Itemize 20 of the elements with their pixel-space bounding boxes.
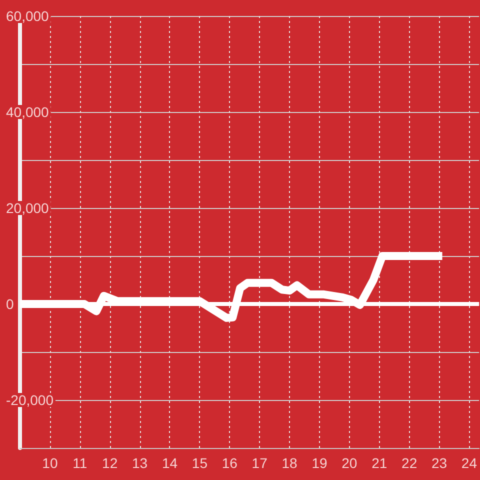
x-tick-label: 17 bbox=[252, 455, 268, 471]
y-tick-label: 60,000 bbox=[6, 8, 50, 24]
x-tick-label: 24 bbox=[461, 455, 478, 471]
y-tick-label: 20,000 bbox=[6, 200, 50, 216]
x-tick-label: 16 bbox=[222, 455, 238, 471]
x-tick-label: 22 bbox=[402, 455, 418, 471]
y-tick-label: 40,000 bbox=[6, 104, 50, 120]
x-tick-label: 10 bbox=[42, 455, 58, 471]
x-tick-label: 19 bbox=[312, 455, 328, 471]
x-tick-label: 11 bbox=[72, 455, 88, 471]
x-tick-label: 13 bbox=[132, 455, 148, 471]
x-tick-label: 18 bbox=[282, 455, 298, 471]
x-tick-label: 23 bbox=[431, 455, 448, 471]
x-tick-label: 12 bbox=[102, 455, 118, 471]
y-tick-label: 0 bbox=[6, 296, 14, 312]
x-tick-label: 14 bbox=[162, 455, 178, 471]
y-tick-label: -20,000 bbox=[6, 392, 54, 408]
x-tick-label: 21 bbox=[372, 455, 388, 471]
x-tick-label: 20 bbox=[342, 455, 358, 471]
x-tick-label: 15 bbox=[192, 455, 208, 471]
